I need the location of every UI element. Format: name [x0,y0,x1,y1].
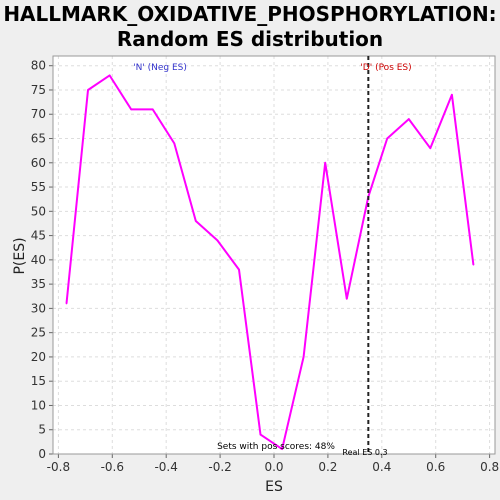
y-tick-label: 30 [31,301,46,315]
y-tick-label: 40 [31,253,46,267]
data-point [345,297,348,300]
data-point [87,89,89,91]
y-tick-label: 45 [31,229,46,243]
pos-es-label: 'D' (Pos ES) [360,63,411,73]
data-point [65,302,68,305]
neg-es-label: 'N' (Neg ES) [133,63,187,73]
grid-lines [53,56,495,455]
es-distribution-line [65,74,475,451]
sets-pos-scores-label: Sets with pos scores: 48% [217,442,335,452]
data-point [238,268,240,271]
data-point [407,118,410,120]
x-tick-label: -0.2 [208,460,231,474]
data-point [429,147,432,150]
chart-title-line-2: Random ES distribution [116,27,384,51]
y-tick-label: 75 [31,83,46,97]
y-tick-label: 5 [38,423,46,437]
x-axis-ticks: -0.8 -0.6 -0.4 -0.2 0.0 0.2 0.4 0.6 0.8 [47,454,499,474]
data-series [65,74,475,451]
y-tick-label: 25 [31,326,46,340]
y-tick-label: 80 [31,59,46,73]
x-tick-label: 0.8 [480,460,499,474]
y-tick-label: 20 [31,350,46,364]
plot-frame [52,55,496,455]
data-point [451,94,453,96]
y-tick-label: 50 [31,204,46,218]
x-tick-label: 0.4 [372,460,391,474]
x-tick-label: -0.8 [47,460,70,474]
x-tick-label: 0.6 [426,460,445,474]
x-tick-label: -0.4 [154,460,177,474]
y-tick-label: 70 [31,107,46,121]
data-point [130,108,132,111]
x-tick-label: 0.0 [264,460,283,474]
y-tick-label: 0 [38,447,46,461]
data-point [386,137,388,140]
x-tick-label: 0.2 [318,460,337,474]
data-point [108,74,111,77]
data-point [281,448,283,450]
y-tick-label: 15 [31,374,46,388]
data-point [173,142,176,145]
x-tick-label: -0.6 [101,460,124,474]
data-point [324,161,327,164]
y-tick-label: 55 [31,180,46,194]
y-tick-label: 10 [31,398,46,412]
real-es-label: Real ES 0.3 [342,448,387,457]
data-point [195,220,197,222]
y-tick-label: 35 [31,277,46,291]
y-tick-label: 60 [31,156,46,170]
y-tick-label: 65 [31,132,46,146]
chart-title-line-1: HALLMARK_OXIDATIVE_PHOSPHORYLATION: [3,2,497,26]
data-point [472,263,475,266]
data-point [216,239,219,242]
data-point [259,433,262,436]
data-point [302,356,305,358]
data-point [151,108,154,111]
x-axis-label: ES [265,479,283,495]
y-axis-label: P(ES) [12,237,28,274]
y-axis-ticks: 0 5 10 15 20 25 30 35 40 45 50 55 60 65 70 75 80 [31,59,53,461]
